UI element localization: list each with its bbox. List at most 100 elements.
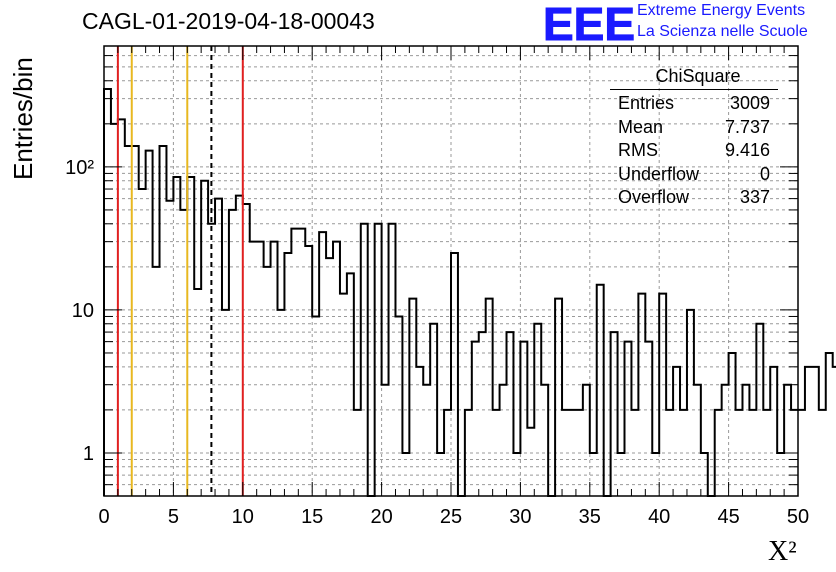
histogram-bin [805,367,812,496]
histogram-bin [139,189,146,496]
x-tick-label: 10 [232,506,254,528]
histogram-bin [104,89,111,496]
histogram-bin [534,324,541,496]
histogram-bin [416,367,423,496]
histogram-bin [763,410,770,496]
histogram-bin [201,181,208,496]
x-tick-label: 50 [787,506,809,528]
histogram-bin [597,285,604,496]
histogram-bin [444,410,451,496]
x-tick-label: 35 [579,506,601,528]
logo-text: EEE [543,2,635,44]
histogram-bin [118,119,125,496]
histogram-bin [500,385,507,496]
histogram-bin [395,316,402,496]
histogram-bin [236,196,243,496]
histogram-bin [736,410,743,496]
histogram-bin [541,385,548,496]
reference-lines [116,46,244,496]
histogram-bin [382,385,389,496]
histogram-bin [180,210,187,496]
histogram-bin [153,267,160,496]
histogram-bin [645,342,652,496]
grid [104,46,798,496]
histogram-bin [777,453,784,496]
histogram-bin [298,229,305,496]
histogram-bin [278,310,285,496]
histogram-bin [132,146,139,496]
histogram-bin [798,410,805,496]
histogram-bin [423,385,430,496]
axis-ticks [103,46,799,496]
stats-label: Entries [618,93,675,113]
histogram-bin [562,410,569,496]
stats-row-entries: Entries 3009 [608,92,778,116]
histogram-bin [784,385,791,496]
histogram-bin [611,332,618,496]
histogram-bin [694,385,701,496]
histogram-bin [673,367,680,496]
histogram-bin [486,299,493,496]
stats-row-overflow: Overflow 337 [608,186,778,210]
histogram-bin [756,324,763,496]
x-tick-label: 0 [98,506,109,528]
histogram-bin [652,453,659,496]
histogram-bin [146,151,153,496]
histogram-bin [819,410,826,496]
histogram-bin [729,353,736,496]
histogram-bin [812,367,819,496]
stats-label: RMS [618,140,658,160]
histogram-bin [166,201,173,496]
histogram-bin [257,242,264,496]
histogram-bin [333,242,340,496]
histogram-bin [638,294,645,496]
x-tick-label: 20 [370,506,392,528]
histogram-bin [451,253,458,496]
stats-row-underflow: Underflow 0 [608,163,778,187]
x-axis-label: X² [768,536,797,567]
x-tick-label: 45 [717,506,739,528]
histogram-series [103,88,836,497]
histogram-bin [229,210,236,496]
histogram-bin [194,289,201,496]
histogram-bin [291,229,298,496]
histogram-bin [409,299,416,496]
stats-value: 0 [759,163,770,184]
logo-subtitle-line1: Extreme Energy Events [637,2,806,19]
histogram-bin [715,410,722,496]
histogram-bin [375,224,382,496]
histogram-bin [493,410,500,496]
histogram-bin [305,246,312,496]
x-tick-label: 25 [440,506,462,528]
eee-logo: EEE [543,2,636,44]
histogram-bin [625,342,632,496]
histogram-bin [680,410,687,496]
stats-divider [610,89,778,90]
histogram-bin [125,146,132,496]
stats-value: 7.737 [724,116,770,137]
stats-value: 3009 [729,93,770,113]
stats-value: 337 [739,187,770,207]
histogram-bin [722,385,729,496]
logo-subtitle-line2: La Scienza nelle Scuole [637,23,808,40]
histogram-bin [222,310,229,496]
histogram-bin [513,453,520,496]
histogram-bin [472,342,479,496]
histogram-bin [666,410,673,496]
histogram-bin [250,242,257,496]
stats-label: Underflow [618,163,700,184]
run-title: CAGL-01-2019-04-18-00043 [82,8,375,34]
stats-label: Overflow [618,187,690,207]
histogram-bin [354,410,361,496]
histogram-bin [465,410,472,496]
histogram-bin [555,299,562,496]
histogram-bin [326,258,333,496]
histogram-bin [576,410,583,496]
x-tick-label: 5 [168,506,179,528]
x-tick-label: 15 [301,506,323,528]
histogram-bin [430,324,437,496]
stats-label: Mean [618,116,664,137]
stats-value: 9.416 [724,140,770,160]
histogram-bin [437,453,444,496]
tick-labels: 0 5 10 15 20 25 30 35 40 45 50 1 10 10² [65,157,809,528]
